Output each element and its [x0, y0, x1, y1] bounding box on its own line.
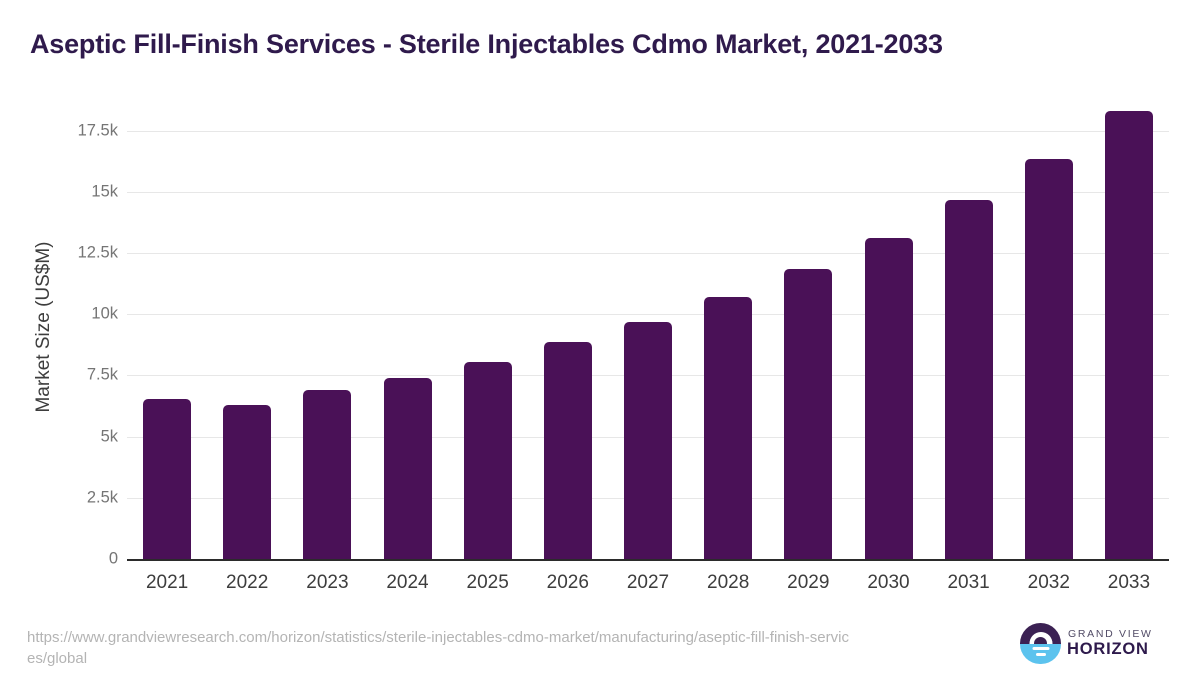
x-tick-label: 2028 [707, 572, 750, 593]
x-tick-label: 2021 [145, 572, 189, 593]
x-tick-label: 2033 [1107, 572, 1151, 593]
bar-2032 [1024, 158, 1073, 559]
bar-2029 [784, 268, 833, 559]
x-tick-label: 2026 [546, 572, 589, 593]
bar-2022 [223, 404, 272, 559]
x-tick-label: 2027 [626, 572, 670, 593]
bar-2026 [543, 342, 592, 559]
y-tick-label: 2.5k [86, 488, 118, 507]
bar-2033 [1104, 110, 1153, 559]
x-tick-label: 2024 [386, 572, 429, 593]
y-tick-label: 7.5k [86, 365, 118, 384]
logo-text-grand-view: GRAND VIEW [1068, 628, 1153, 640]
y-axis-title: Market Size (US$M) [33, 241, 54, 413]
source-url-line1: https://www.grandviewresearch.com/horizo… [27, 629, 849, 646]
bar-2023 [303, 390, 352, 559]
y-tick-label: 12.5k [77, 243, 118, 262]
y-tick-label: 15k [91, 182, 118, 201]
x-tick-label: 2031 [947, 572, 990, 593]
y-tick-label: 0 [108, 549, 118, 568]
bar-2021 [143, 398, 192, 559]
gridline [127, 130, 1169, 132]
gridline [127, 191, 1169, 193]
logo-reflection-line-2 [1035, 652, 1046, 656]
grand-view-horizon-logo-icon [1020, 623, 1061, 664]
x-tick-label: 2030 [867, 572, 910, 593]
logo-sun-arch [1029, 632, 1052, 644]
x-tick-label: 2023 [306, 572, 349, 593]
bar-2025 [463, 361, 512, 559]
bar-2027 [624, 321, 672, 559]
logo-reflection-line-1 [1032, 646, 1049, 650]
x-tick-label: 2032 [1027, 572, 1070, 593]
logo-sun-core [1034, 637, 1047, 644]
gridline [127, 314, 1169, 316]
bar-2031 [944, 200, 993, 559]
x-axis-line [127, 559, 1169, 561]
y-tick-label: 5k [100, 427, 118, 446]
bar-2030 [864, 238, 913, 559]
bar-2028 [704, 297, 753, 559]
plot-area: 0 2.5k 5k 7.5k 10k 12.5k 15k 17.5k 2021 2022 2023… [78, 95, 1169, 593]
x-tick-label: 2029 [787, 572, 830, 593]
y-tick-label: 10k [91, 304, 118, 323]
chart-title: Aseptic Fill-Finish Services - Sterile I… [30, 29, 943, 59]
x-tick-label: 2022 [226, 572, 269, 593]
gridline [127, 252, 1169, 254]
bar-2024 [383, 377, 432, 559]
logo-text-horizon: HORIZON [1067, 640, 1149, 658]
source-url-line2: es/global [27, 649, 88, 667]
y-tick-label: 17.5k [77, 121, 118, 139]
source-url: https://www.grandviewresearch.com/horizo… [27, 628, 849, 669]
x-tick-label: 2025 [466, 572, 509, 593]
